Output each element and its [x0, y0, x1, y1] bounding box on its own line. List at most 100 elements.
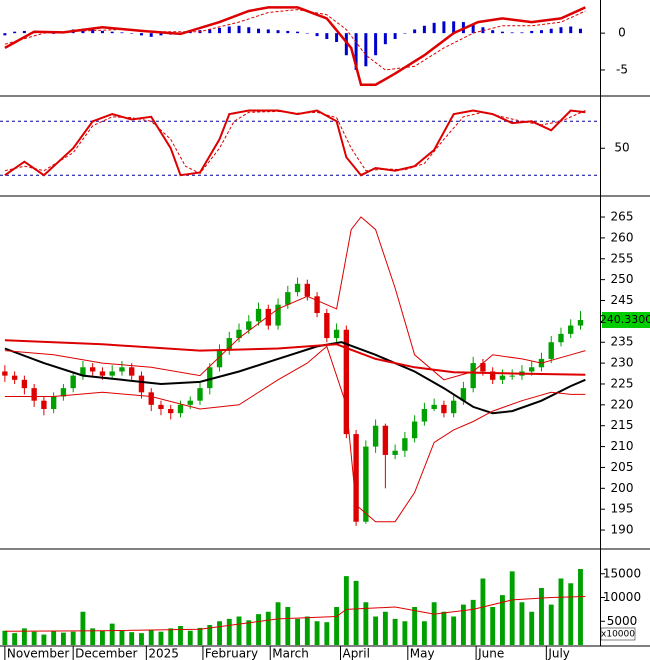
- price-tag-label: 240.3300: [600, 313, 650, 326]
- bar: [490, 607, 496, 645]
- y-tick-label: -5: [616, 62, 628, 76]
- y-tick-label: 220: [611, 397, 634, 411]
- candle-body: [490, 371, 496, 380]
- bar: [520, 32, 524, 34]
- bar: [539, 30, 543, 34]
- candle-body: [187, 400, 193, 405]
- bar: [442, 21, 446, 34]
- y-tick-label: 250: [611, 272, 634, 286]
- candle-body: [529, 367, 535, 372]
- bar: [187, 630, 193, 645]
- candle-body: [558, 333, 564, 343]
- plot-area: [2, 569, 586, 645]
- bar: [344, 33, 348, 56]
- bar: [257, 28, 261, 34]
- y-tick-label: 0: [618, 26, 626, 40]
- candle-body: [470, 363, 476, 389]
- bar: [304, 616, 310, 645]
- candle-body: [216, 350, 223, 368]
- bar: [578, 569, 583, 645]
- bar: [382, 611, 388, 645]
- candle-body: [60, 388, 67, 397]
- x-tick-label: December: [75, 647, 137, 660]
- y-tick-label: 15000: [603, 566, 641, 580]
- y-tick-label: 255: [611, 251, 634, 265]
- candle-body: [2, 371, 8, 376]
- candle-body: [285, 292, 291, 305]
- bar: [363, 602, 369, 645]
- bar: [256, 614, 261, 645]
- y-tick-label: 230: [611, 356, 634, 370]
- bar: [413, 29, 417, 34]
- bar: [500, 31, 504, 34]
- bar: [393, 33, 397, 40]
- candle-body: [207, 367, 213, 389]
- bar: [168, 628, 174, 645]
- bar: [451, 616, 457, 645]
- y-tick-label: 260: [611, 230, 634, 244]
- y-tick-label: 50: [614, 141, 629, 155]
- bar: [218, 27, 222, 34]
- bar: [178, 626, 183, 645]
- y-tick-label: 195: [611, 502, 634, 516]
- bar: [334, 607, 340, 645]
- x-tick-label: April: [342, 647, 369, 660]
- x-tick-label: March: [272, 647, 309, 660]
- candle-body: [450, 400, 457, 414]
- indicator-line: [4, 110, 586, 175]
- bar: [500, 595, 505, 645]
- x-tick-label: June: [477, 647, 504, 660]
- indicator-line: [4, 216, 586, 381]
- bar: [130, 33, 134, 34]
- candle-body: [99, 371, 106, 376]
- bar: [480, 578, 486, 645]
- bar: [159, 33, 163, 36]
- x-tick-label: July: [547, 647, 570, 660]
- bar: [226, 618, 232, 645]
- bar: [314, 621, 320, 645]
- plot-area: [3, 6, 586, 86]
- bar: [305, 33, 309, 34]
- candle-body: [382, 425, 389, 455]
- bar: [460, 604, 466, 645]
- bar: [41, 634, 47, 645]
- y-tick-label: 190: [611, 523, 634, 537]
- x-tick-label: November: [7, 647, 69, 660]
- candle-body: [509, 375, 515, 377]
- bar: [139, 633, 144, 645]
- bar: [90, 628, 96, 645]
- bar: [120, 32, 124, 34]
- candle-body: [31, 388, 37, 401]
- price-tag: [602, 311, 650, 328]
- bar: [70, 631, 76, 645]
- bar: [354, 33, 358, 70]
- bar: [324, 622, 330, 645]
- candle-body: [11, 375, 18, 380]
- candle-body: [343, 329, 350, 435]
- bar: [315, 33, 319, 37]
- y-tick-label: 235: [611, 335, 634, 349]
- bar: [217, 621, 222, 645]
- candle-body: [441, 404, 447, 414]
- y-tick-label: 5000: [607, 614, 638, 628]
- bar: [275, 602, 281, 645]
- candle-body: [548, 342, 554, 359]
- candle-body: [21, 379, 28, 389]
- bar: [569, 26, 573, 34]
- bar: [266, 29, 270, 34]
- bar: [276, 30, 280, 34]
- bar: [188, 31, 192, 34]
- bar: [247, 27, 251, 34]
- bar: [510, 32, 514, 34]
- candle-body: [314, 296, 320, 314]
- indicator-line: [4, 596, 586, 632]
- bar: [549, 28, 553, 34]
- candle-body: [41, 400, 47, 410]
- candle-body: [197, 388, 203, 401]
- candle-body: [480, 363, 486, 372]
- bar: [343, 576, 349, 645]
- bar: [509, 571, 515, 645]
- candle-body: [577, 319, 584, 326]
- x-tick-label: 2025: [148, 647, 179, 660]
